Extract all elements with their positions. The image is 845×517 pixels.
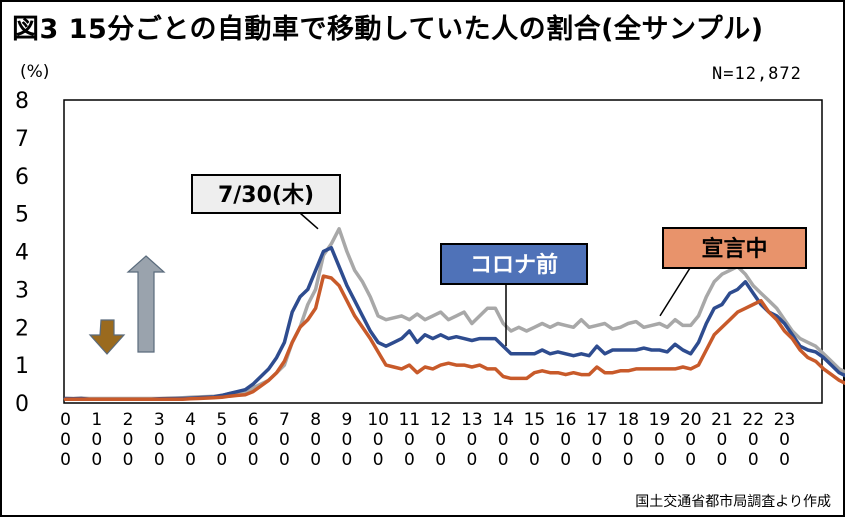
plot-area-border (63, 99, 823, 404)
callout-label: 7/30(木) (218, 183, 314, 208)
x-tick-label: 15 0 0 (524, 410, 546, 470)
sample-size-label: N=12,872 (712, 64, 802, 84)
y-tick-label: 1 (15, 354, 29, 379)
x-tick-label: 17 0 0 (586, 410, 608, 470)
callout-box (440, 243, 588, 285)
y-tick-label: 3 (15, 278, 29, 303)
x-tick-label: 19 0 0 (649, 410, 671, 470)
y-tick-label: 0 (15, 392, 29, 417)
x-tick-label: 23 0 0 (774, 410, 796, 470)
figure-title: 図3 15分ごとの自動車で移動していた人の割合(全サンプル) (12, 14, 764, 45)
x-tick-label: 16 0 0 (555, 410, 577, 470)
up-arrow (126, 255, 166, 353)
x-tick-label: 12 0 0 (430, 410, 452, 470)
x-tick-label: 11 0 0 (399, 410, 421, 470)
y-tick-label: 2 (15, 316, 29, 341)
down-arrow (88, 319, 126, 355)
y-tick-label: 7 (15, 127, 29, 152)
y-axis-unit-label: (%) (20, 62, 50, 82)
x-tick-label: 21 0 0 (711, 410, 733, 470)
series-line-2 (63, 274, 845, 401)
callout-box (191, 174, 341, 214)
x-tick-label: 14 0 0 (492, 410, 514, 470)
y-tick-label: 8 (15, 89, 29, 114)
x-tick-label: 18 0 0 (617, 410, 639, 470)
y-tick-label: 4 (15, 241, 29, 266)
callout-leader-line (299, 212, 319, 230)
callout-box (662, 227, 807, 269)
callout-label: 宣言中 (701, 236, 767, 262)
y-tick-label: 5 (15, 203, 29, 228)
callout-label: コロナ前 (470, 252, 558, 278)
x-tick-label: 13 0 0 (461, 410, 483, 470)
x-tick-label: 10 0 0 (367, 410, 389, 470)
x-tick-label: 20 0 0 (680, 410, 702, 470)
x-tick-label: 22 0 0 (742, 410, 764, 470)
source-note: 国土交通省都市局調査より作成 (635, 494, 831, 510)
callout-leader-line (659, 267, 691, 317)
y-tick-label: 6 (15, 165, 29, 190)
